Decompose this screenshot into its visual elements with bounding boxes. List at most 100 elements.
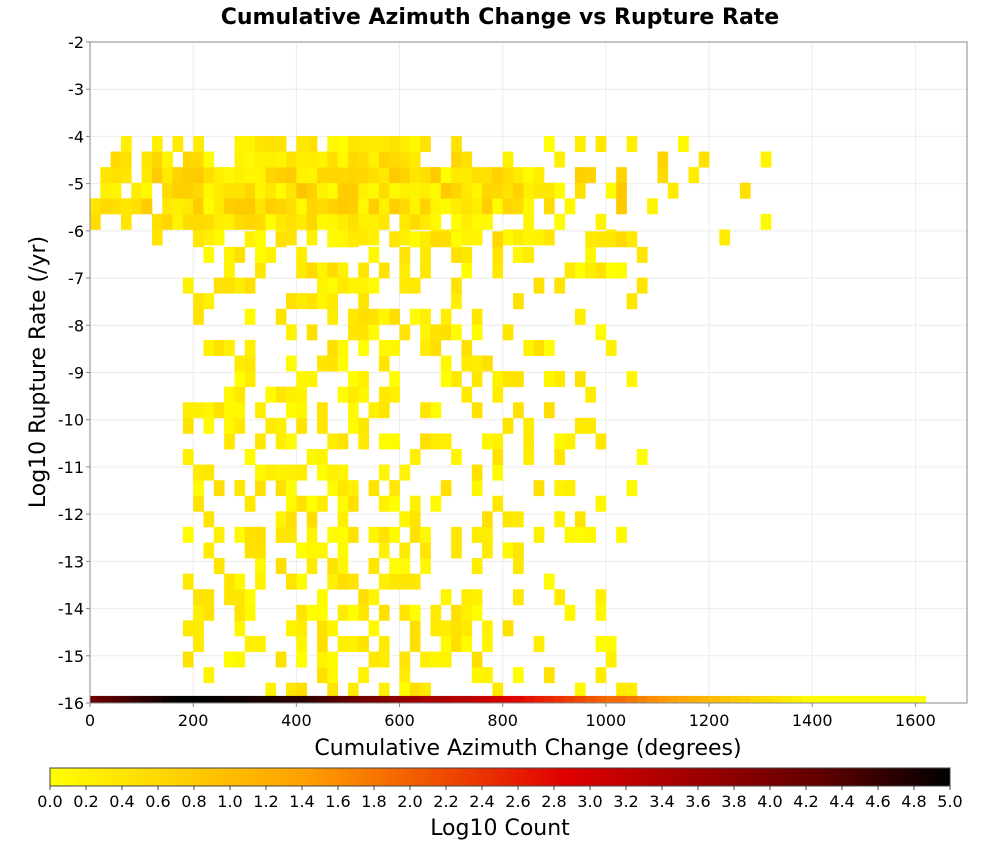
y-tick-label: -13 [58,552,84,571]
heatmap-cell [389,151,400,168]
heatmap-cell [193,635,204,652]
heatmap-cell [492,231,504,248]
heatmap-cell [389,135,400,152]
heatmap-cell [389,495,400,512]
heatmap-cell [265,182,277,199]
heatmap-cell [347,495,359,512]
heatmap-cell [492,386,504,403]
colorbar-tick-label: 3.2 [613,792,638,811]
heatmap-cell [482,526,493,543]
heatmap-cell [440,651,452,668]
heatmap-cell [543,402,555,419]
heatmap-cell [337,526,349,543]
heatmap-cell [698,695,710,703]
heatmap-cell [760,695,772,703]
heatmap-cell [430,651,442,668]
heatmap-cell [822,695,834,703]
heatmap-cell [451,371,462,388]
x-tick-label: 1200 [689,711,730,730]
heatmap-cell [306,229,318,246]
colorbar-tick-label: 0.2 [73,792,98,811]
heatmap-cell [502,151,514,168]
colorbar-tick-label: 2.8 [541,792,566,811]
heatmap-cell [162,198,173,215]
heatmap-cell [203,667,215,684]
heatmap-cell [193,464,204,481]
heatmap-cell [224,167,235,184]
chart-title: Cumulative Azimuth Change vs Rupture Rat… [221,5,779,30]
heatmap-cell [378,542,390,559]
heatmap-cell [296,464,308,481]
y-tick-label: -5 [68,175,84,194]
heatmap-cell [605,339,617,356]
heatmap-cell [316,651,328,668]
heatmap-cell [513,695,524,703]
heatmap-cell [719,229,731,246]
heatmap-cell [502,198,514,215]
heatmap-cell [420,339,431,356]
heatmap-cell [172,182,184,199]
heatmap-cell [513,371,524,388]
heatmap-cell [502,182,514,199]
heatmap-cell [213,229,225,246]
heatmap-cell [234,213,246,230]
heatmap-cell [162,213,173,230]
colorbar-tick-label: 0.0 [37,792,62,811]
heatmap-cell [378,433,390,450]
heatmap-cell [440,589,452,606]
heatmap-cell [255,464,266,481]
heatmap-cell [420,246,431,263]
heatmap-cell [255,526,266,543]
heatmap-cell [347,386,359,403]
heatmap-cell [626,293,638,310]
heatmap-cell [172,167,184,184]
heatmap-cell [863,695,875,703]
colorbar-tick-label: 1.6 [325,792,350,811]
heatmap-cell [657,151,669,168]
heatmap-cell [306,542,318,559]
heatmap-cell [471,371,483,388]
heatmap-cell [110,695,122,703]
heatmap-cell [368,402,380,419]
heatmap-cell [471,229,483,246]
heatmap-cell [533,339,545,356]
heatmap-cell [234,386,246,403]
heatmap-cell [657,695,669,703]
heatmap-cell [409,495,421,512]
heatmap-cell [409,448,421,465]
heatmap-cell [698,151,710,168]
heatmap-cell [440,198,452,215]
heatmap-cell [399,246,411,263]
heatmap-cell [471,651,483,668]
heatmap-cell [399,667,411,684]
heatmap-cell [327,480,339,497]
heatmap-cell [347,635,359,652]
heatmap-cell [234,573,246,590]
heatmap-cell [275,386,287,403]
heatmap-cell [492,371,504,388]
heatmap-cell [193,167,204,184]
heatmap-cell [523,198,535,215]
heatmap-cell [420,526,431,543]
heatmap-cell [533,182,545,199]
heatmap-cell [224,182,235,199]
heatmap-cell [244,308,256,325]
heatmap-cell [358,417,369,434]
heatmap-cell [203,542,215,559]
heatmap-cell [482,167,493,184]
heatmap-cell [110,198,122,215]
heatmap-cell [482,433,493,450]
heatmap-cell [193,135,204,152]
heatmap-cell [234,417,246,434]
x-tick-label: 800 [487,711,518,730]
heatmap-cell [224,651,235,668]
heatmap-cell [461,229,473,246]
heatmap-cell [595,604,607,621]
heatmap-cell [296,262,308,279]
plot-grid [89,41,967,704]
heatmap-cell [337,635,349,652]
heatmap-cell [203,246,215,263]
heatmap-cell [182,417,194,434]
heatmap-cell [605,231,617,248]
heatmap-cell [884,695,896,703]
